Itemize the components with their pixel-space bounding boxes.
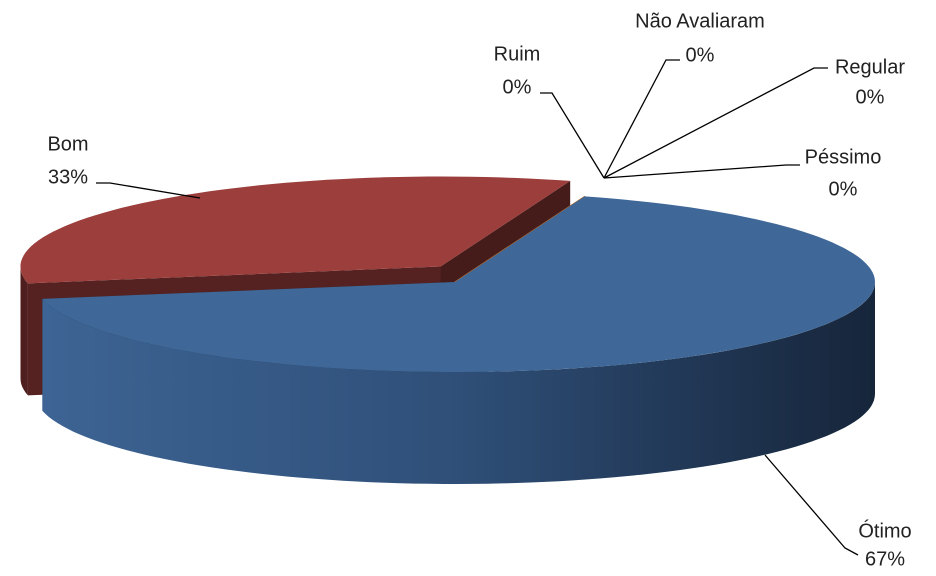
slice-top (20, 176, 571, 284)
labels: Ótimo 67% Bom 33% Ruim 0% Não Avaliaram 0% Regul… (47, 10, 911, 570)
leader-line (764, 454, 859, 556)
category-label: Péssimo (805, 146, 882, 168)
leader-line (603, 164, 800, 179)
category-label: Ótimo (858, 519, 911, 542)
slice-top (42, 196, 875, 372)
leader-line (603, 67, 828, 179)
slice-side (20, 266, 28, 396)
leader-line (603, 59, 680, 179)
category-label: Não Avaliaram (635, 10, 765, 32)
leader-line (540, 92, 605, 179)
slice-side (42, 282, 875, 484)
value-label: 67% (865, 548, 905, 570)
leader-lines (96, 59, 859, 556)
category-label: Regular (835, 56, 905, 78)
slice (42, 196, 875, 484)
leader-line (96, 182, 201, 199)
value-label: 0% (686, 44, 715, 66)
value-label: 0% (856, 86, 885, 108)
pie (20, 176, 875, 484)
value-label: 33% (48, 166, 88, 188)
value-label: 0% (829, 178, 858, 200)
category-label: Ruim (494, 43, 541, 65)
value-label: 0% (503, 76, 532, 98)
category-label: Bom (47, 133, 88, 155)
